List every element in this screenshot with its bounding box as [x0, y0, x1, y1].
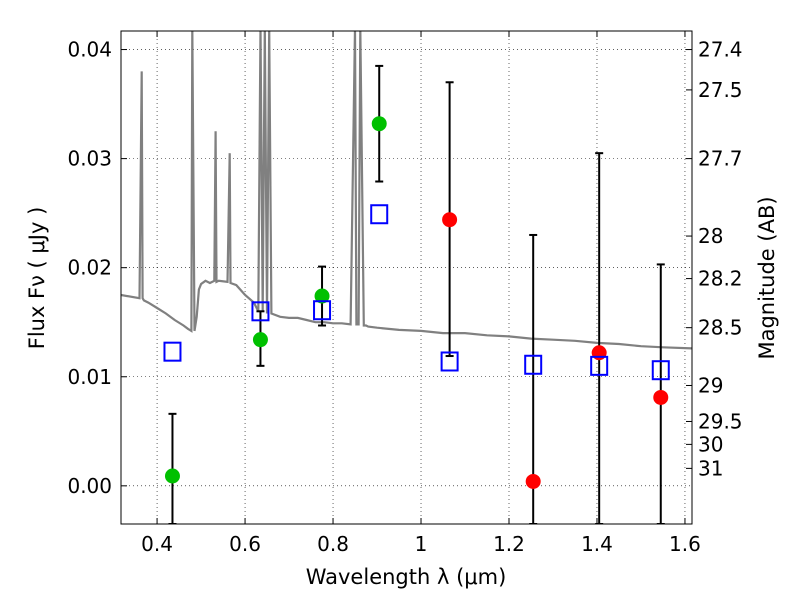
ticks: 0.4 0.6 0.8 1 1.2 1.4 1.6 0.00 0.01 0.02 0.03 0.04 2… — [67, 31, 743, 556]
x-tick-label: 1.6 — [669, 532, 701, 556]
spectrum-line — [121, 31, 692, 350]
y-axis-label: Flux Fν ( μJy ) — [25, 207, 49, 350]
right-tick-label: 29 — [698, 373, 723, 397]
nondetection-point — [442, 212, 458, 228]
detection-point — [371, 116, 387, 132]
right-tick-label: 27.7 — [698, 147, 743, 171]
model-photometry-square — [163, 341, 182, 362]
model-photometry-square — [251, 301, 270, 322]
model-photometry-square — [590, 355, 609, 376]
axes-frame — [120, 30, 693, 525]
y-tick-label: 0.03 — [67, 147, 112, 171]
right-tick-label: 28 — [698, 224, 723, 248]
right-tick-label: 30 — [698, 432, 723, 456]
model-photometry-square — [651, 360, 670, 381]
right-axis-label: Magnitude (AB) — [755, 196, 779, 359]
right-tick-label: 28.5 — [698, 316, 743, 340]
model-photometry-square — [313, 300, 332, 321]
right-tick-label: 27.4 — [698, 38, 743, 62]
y-tick-label: 0.02 — [67, 256, 112, 280]
x-tick-label: 1.2 — [493, 532, 525, 556]
right-tick-label: 29.5 — [698, 409, 743, 433]
x-tick-label: 0.8 — [317, 532, 349, 556]
detection-point — [252, 332, 268, 348]
detection-point — [164, 468, 180, 484]
x-axis-label: Wavelength λ (μm) — [306, 565, 507, 589]
right-tick-label: 31 — [698, 456, 723, 480]
nondetection-point — [525, 473, 541, 489]
x-tick-label: 1.4 — [581, 532, 613, 556]
nondetection-point — [653, 389, 669, 405]
model-photometry-square — [370, 204, 389, 225]
model-photometry-square — [440, 351, 459, 372]
detection-point — [314, 288, 330, 304]
y-tick-label: 0.01 — [67, 365, 112, 389]
plot-area — [121, 31, 692, 524]
x-tick-label: 1 — [415, 532, 428, 556]
y-tick-label: 0.04 — [67, 38, 112, 62]
y-tick-label: 0.00 — [67, 474, 112, 498]
x-tick-label: 0.4 — [141, 532, 173, 556]
x-tick-label: 0.6 — [229, 532, 261, 556]
nondetection-point — [591, 345, 607, 361]
right-tick-label: 27.5 — [698, 78, 743, 102]
model-photometry-square — [524, 354, 543, 375]
right-tick-label: 28.2 — [698, 267, 743, 291]
